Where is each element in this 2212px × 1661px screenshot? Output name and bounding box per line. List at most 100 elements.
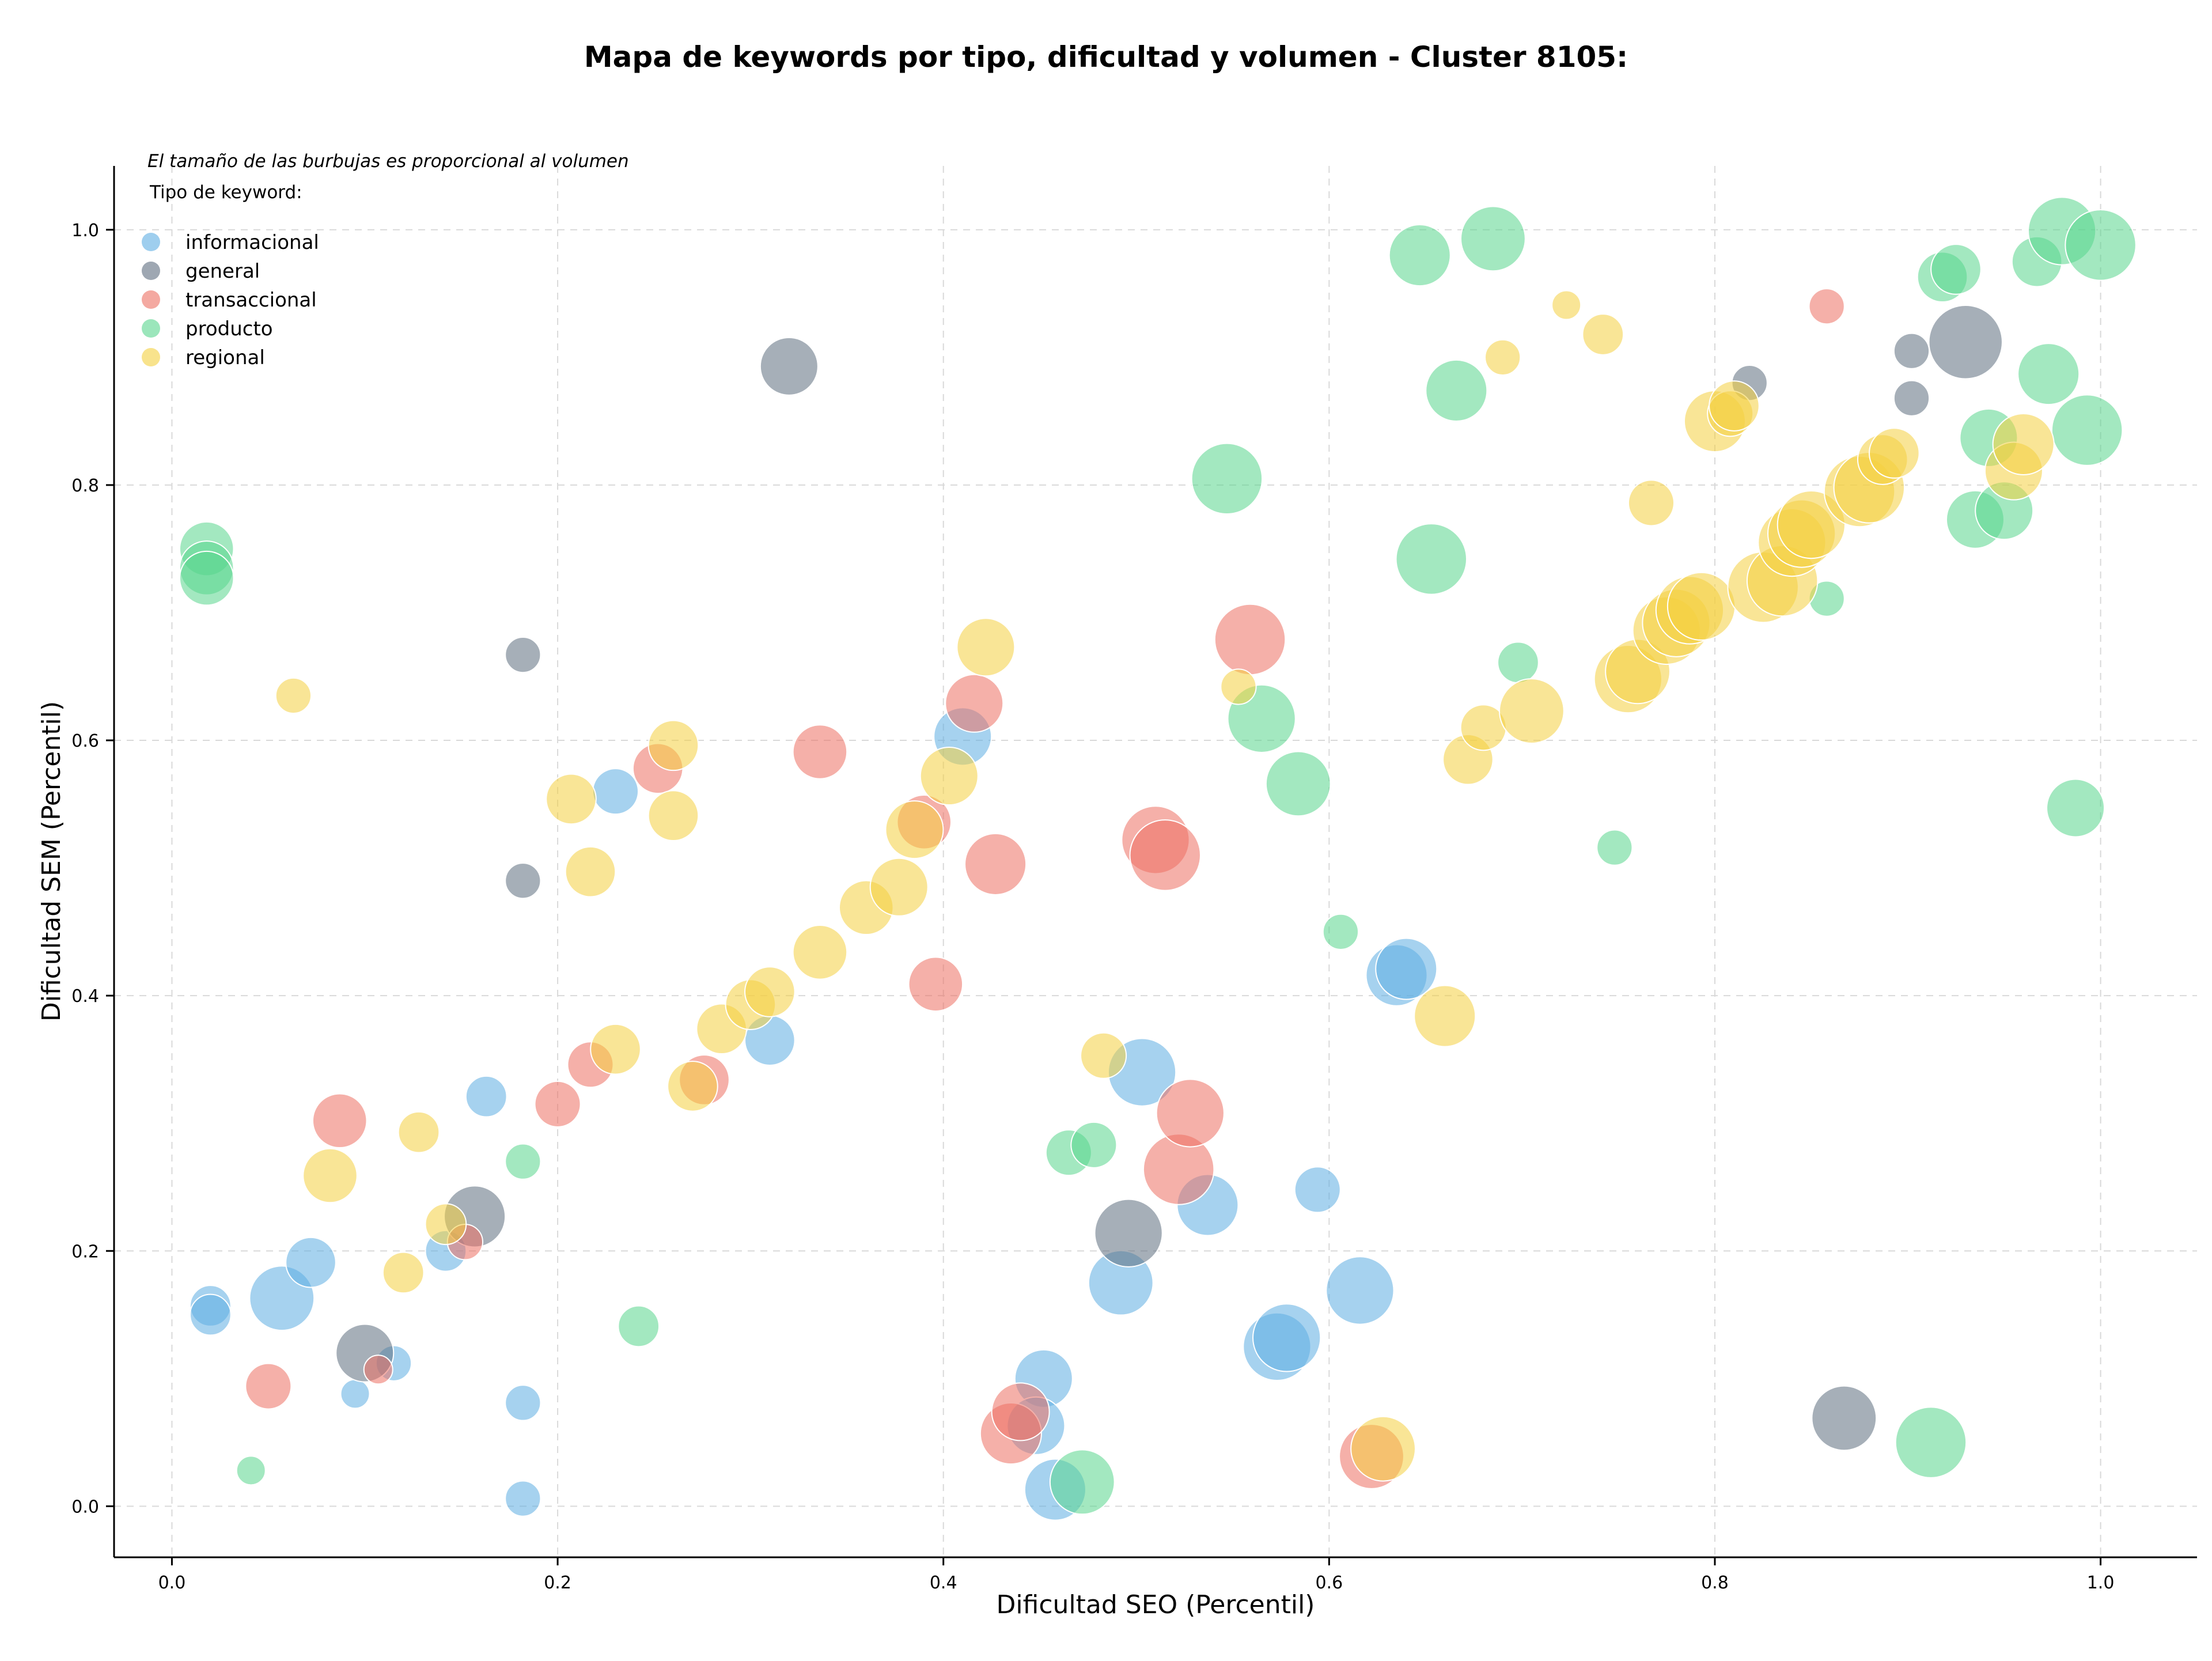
legend-label-regional: regional <box>185 346 265 369</box>
bubble-producto <box>1497 641 1539 684</box>
bubble-producto <box>2017 343 2080 406</box>
bubble-regional <box>869 857 929 917</box>
bubble-regional <box>1080 1032 1127 1079</box>
bubble-transaccional <box>312 1093 368 1149</box>
bubble-regional <box>956 618 1016 677</box>
bubble-general <box>1893 380 1930 417</box>
x-tick-label: 0.6 <box>1315 1573 1343 1593</box>
bubble-producto <box>505 1143 541 1180</box>
bubble-regional <box>647 720 699 771</box>
bubble-informacional <box>1252 1303 1321 1372</box>
bubble-transaccional <box>534 1080 581 1127</box>
y-ticks: 0.0 0.2 0.4 0.6 0.8 1.0 <box>71 221 114 1517</box>
bubble-transaccional <box>792 724 848 780</box>
bubble-regional <box>1484 339 1521 376</box>
bubble-producto <box>618 1305 660 1348</box>
bubble-general <box>759 336 819 396</box>
bubble-general <box>505 862 541 899</box>
bubble-transaccional <box>908 956 964 1012</box>
legend-marker-regional <box>142 348 160 366</box>
bubble-regional <box>667 1061 718 1112</box>
bubble-general <box>505 636 541 674</box>
y-axis-label: Dificultad SEM (Percentil) <box>37 701 66 1021</box>
bubble-informacional <box>340 1379 370 1409</box>
bubble-transaccional <box>1156 1079 1225 1148</box>
size-note: El tamaño de las burbujas es proporciona… <box>147 151 629 172</box>
bubble-transaccional <box>363 1354 393 1385</box>
bubble-regional <box>885 800 944 860</box>
bubble-general <box>1094 1198 1163 1267</box>
x-tick-label: 0.8 <box>1701 1573 1729 1593</box>
bubble-producto <box>1322 913 1359 950</box>
bubble-regional <box>590 1023 641 1075</box>
bubble-general <box>1811 1385 1877 1451</box>
bubble-regional <box>1992 413 2055 476</box>
x-tick-label: 0.0 <box>158 1573 186 1593</box>
y-tick-label: 0.6 <box>71 731 99 751</box>
bubble-producto <box>1930 244 1982 295</box>
bubble-regional <box>425 1203 467 1246</box>
bubble-regional <box>1627 479 1675 527</box>
bubble-producto <box>1191 442 1263 515</box>
y-tick-label: 1.0 <box>71 221 99 241</box>
y-tick-label: 0.0 <box>71 1497 99 1517</box>
bubble-producto <box>1388 224 1451 287</box>
bubble-informacional <box>1325 1256 1395 1325</box>
bubble-informacional <box>1294 1166 1341 1213</box>
bubble-producto <box>2065 209 2137 281</box>
bubble-regional <box>1666 572 1736 641</box>
bubble-producto <box>1425 359 1488 422</box>
bubble-regional <box>1350 1416 1416 1482</box>
bubbles <box>179 196 2137 1521</box>
bubble-regional <box>1414 985 1476 1047</box>
bubble-regional <box>1869 427 1920 479</box>
bubble-producto <box>1070 1121 1118 1168</box>
y-tick-label: 0.4 <box>71 986 99 1007</box>
bubble-transaccional <box>245 1363 292 1410</box>
bubble-informacional <box>285 1236 336 1288</box>
bubble-producto <box>1596 829 1633 866</box>
bubble-regional <box>1498 678 1565 744</box>
bubble-informacional <box>505 1480 541 1517</box>
bubble-informacional <box>465 1075 507 1118</box>
bubble-regional <box>1220 668 1257 705</box>
bubble-regional <box>1709 380 1760 432</box>
x-axis-label: Dificultad SEO (Percentil) <box>997 1590 1315 1620</box>
bubble-regional <box>647 790 699 842</box>
legend-marker-transaccional <box>142 290 160 309</box>
bubble-transaccional <box>945 674 1004 733</box>
bubble-regional <box>1551 290 1582 320</box>
legend: informacional general transaccional product… <box>142 231 319 369</box>
legend-label-informacional: informacional <box>185 231 319 254</box>
bubble-producto <box>1049 1449 1115 1515</box>
y-tick-label: 0.8 <box>71 476 99 496</box>
bubble-informacional <box>1375 937 1438 1000</box>
bubble-transaccional <box>964 833 1027 895</box>
bubble-transaccional <box>991 1382 1050 1441</box>
x-ticks: 0.0 0.2 0.4 0.6 0.8 1.0 <box>158 1557 2114 1593</box>
bubble-regional <box>382 1251 425 1294</box>
bubble-informacional <box>190 1293 232 1336</box>
bubble-general <box>1893 332 1930 369</box>
bubble-regional <box>546 773 597 825</box>
bubble-transaccional <box>1129 819 1201 891</box>
x-tick-label: 0.4 <box>930 1573 957 1593</box>
legend-marker-general <box>142 262 160 280</box>
bubble-producto <box>1265 751 1331 817</box>
bubble-regional <box>792 925 848 980</box>
bubble-transaccional <box>1808 288 1845 325</box>
legend-label-producto: producto <box>185 317 273 340</box>
y-tick-label: 0.2 <box>71 1242 99 1262</box>
bubble-transaccional <box>1214 603 1286 676</box>
legend-title: Tipo de keyword: <box>149 182 302 203</box>
legend-marker-producto <box>142 319 160 338</box>
bubble-producto <box>2051 394 2123 466</box>
bubble-general <box>1928 305 2003 380</box>
bubble-informacional <box>505 1384 541 1421</box>
bubble-producto <box>1395 523 1468 595</box>
bubble-producto <box>236 1455 266 1486</box>
bubble-regional <box>397 1111 440 1153</box>
bubble-producto <box>2046 778 2105 838</box>
legend-marker-informacional <box>142 233 160 251</box>
